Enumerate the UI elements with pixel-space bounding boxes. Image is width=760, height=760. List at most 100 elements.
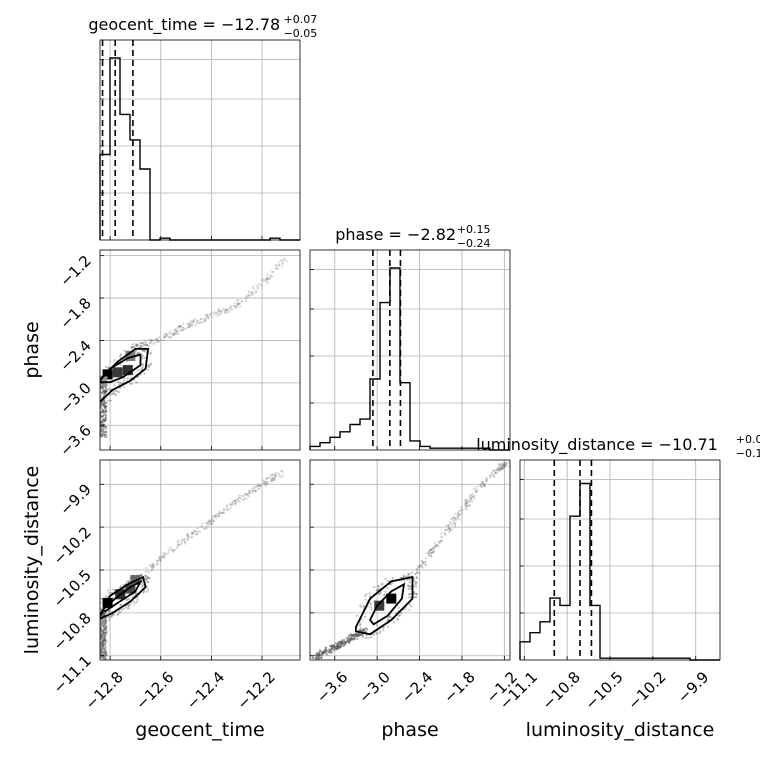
sample-point [145, 343, 148, 346]
sample-point [475, 491, 478, 494]
sample-point [93, 398, 95, 400]
sample-point [214, 312, 217, 315]
sample-point [330, 651, 333, 654]
sample-point [495, 468, 498, 471]
sample-point [459, 509, 462, 512]
sample-point [409, 596, 412, 599]
sample-point [105, 611, 108, 614]
sample-point [407, 574, 410, 577]
sample-point [256, 287, 259, 290]
hist-panel-phase [309, 249, 511, 451]
sample-point [168, 336, 171, 339]
sample-point [233, 502, 236, 505]
sample-point [173, 333, 176, 336]
sample-point [135, 342, 138, 345]
sample-point [102, 425, 105, 429]
sample-point [100, 644, 103, 647]
sample-point [168, 329, 171, 332]
sample-point [104, 634, 107, 637]
ytick-label: −3.0 [56, 379, 94, 417]
sample-point [471, 500, 474, 503]
sample-point [238, 496, 241, 500]
sample-point [465, 502, 468, 505]
sample-point [235, 305, 238, 308]
sample-point [493, 469, 496, 472]
sample-point [415, 570, 418, 573]
sample-point [143, 372, 146, 375]
sample-point [377, 584, 380, 587]
sample-point [504, 465, 507, 468]
sample-point [95, 389, 97, 391]
sample-point [174, 327, 177, 330]
sample-point [358, 624, 362, 627]
sample-point [211, 517, 214, 520]
sample-point [106, 366, 109, 369]
sample-point [209, 313, 212, 316]
sample-point [356, 635, 359, 638]
sample-point [147, 365, 150, 369]
sample-point [104, 390, 107, 393]
sample-point [278, 264, 281, 267]
sample-point [131, 346, 134, 349]
sample-point [216, 315, 219, 318]
sample-point [466, 505, 469, 508]
sample-point [130, 346, 133, 350]
sample-point [252, 287, 255, 290]
sample-point [208, 518, 212, 522]
sample-point [319, 649, 322, 653]
sample-point [388, 615, 391, 618]
sample-point [169, 548, 173, 551]
sample-point [263, 480, 266, 483]
sample-point [464, 503, 467, 506]
sample-point [162, 339, 165, 342]
sample-point [467, 500, 470, 504]
sample-point [103, 638, 106, 641]
sample-point [253, 489, 256, 492]
sample-point [339, 641, 342, 644]
sample-point [460, 505, 463, 508]
sample-point [145, 343, 148, 346]
sample-point [415, 567, 419, 571]
sample-point [350, 634, 353, 637]
sample-point [456, 516, 460, 520]
sample-point [352, 633, 355, 636]
sample-point [248, 489, 251, 492]
sample-point [328, 650, 331, 653]
panel-frame [99, 459, 301, 661]
sample-point [320, 654, 323, 657]
title-minus: −0.05 [284, 27, 318, 40]
sample-point [456, 512, 459, 516]
sample-point [103, 413, 106, 417]
sample-point [146, 590, 149, 593]
sample-point [168, 332, 171, 335]
sample-point [191, 530, 194, 534]
sample-point [167, 548, 170, 551]
sample-point [447, 526, 450, 530]
ytick-label: −10.2 [50, 523, 95, 568]
sample-point [127, 605, 130, 608]
sample-point [119, 585, 122, 588]
sample-point [102, 613, 105, 616]
sample-point [104, 390, 107, 393]
sample-point [101, 636, 104, 639]
sample-point [146, 577, 149, 580]
sample-point [416, 571, 419, 575]
sample-point [344, 641, 347, 644]
sample-point [186, 533, 189, 536]
sample-point [103, 389, 106, 392]
sample-point [328, 649, 331, 652]
sample-point [174, 332, 178, 335]
sample-point [408, 596, 411, 599]
sample-point [382, 593, 386, 597]
sample-point [100, 633, 102, 636]
xtick-label: −12.4 [183, 668, 228, 713]
xtick-label: −12.6 [132, 668, 177, 713]
sample-point [146, 368, 150, 371]
sample-point [101, 644, 104, 648]
sample-point [107, 366, 111, 369]
sample-point [347, 634, 350, 637]
sample-point [151, 562, 154, 565]
sample-point [144, 570, 147, 573]
sample-point [254, 489, 257, 492]
sample-point [420, 564, 423, 567]
